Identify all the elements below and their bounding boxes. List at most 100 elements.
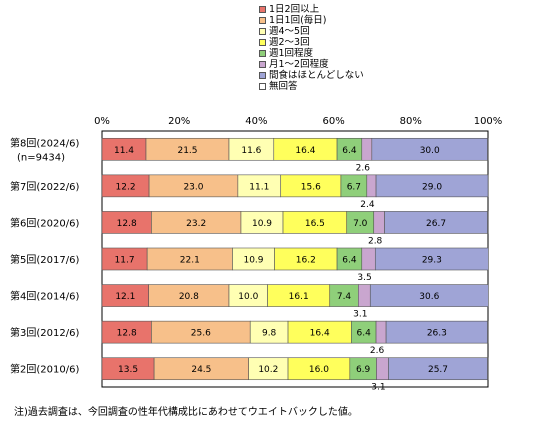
legend-label: 無回答 — [269, 81, 298, 92]
data-label: 22.1 — [180, 256, 200, 266]
data-label: 26.7 — [426, 219, 446, 229]
data-label: 30.0 — [420, 146, 440, 156]
legend-label: 間食はほとんどしない — [269, 70, 364, 81]
legend-swatch — [259, 72, 266, 79]
x-tick-label: 20% — [168, 116, 190, 127]
data-label: 16.5 — [305, 219, 325, 229]
bar-segment — [373, 211, 385, 234]
legend-swatch — [259, 61, 266, 68]
category-label: 第8回(2024/6) — [10, 136, 79, 149]
data-label: 10.0 — [238, 292, 258, 302]
data-label: 12.1 — [115, 292, 135, 302]
data-label: 25.7 — [428, 365, 448, 375]
legend-label: 1日2回以上 — [269, 4, 320, 15]
data-label: 2.8 — [368, 236, 383, 246]
category-label: 第5回(2017/6) — [10, 253, 79, 266]
data-label: 2.4 — [360, 200, 375, 210]
data-label: 12.8 — [117, 329, 137, 339]
legend-item: 週4～5回 — [259, 26, 364, 37]
x-tick-label: 40% — [245, 116, 267, 127]
legend-swatch — [259, 28, 266, 35]
data-label: 16.0 — [309, 365, 329, 375]
data-label: 26.3 — [427, 329, 447, 339]
data-label: 21.5 — [177, 146, 197, 156]
bar-segment — [375, 320, 387, 344]
legend-swatch — [259, 83, 266, 90]
data-label: 13.5 — [118, 365, 138, 375]
data-label: 9.8 — [262, 329, 277, 339]
bar-segment — [374, 247, 489, 271]
category-sublabel: (n=9434) — [17, 152, 65, 163]
bar-segment — [358, 284, 371, 307]
legend-label: 週2～3回 — [269, 37, 310, 48]
legend-item: 間食はほとんどしない — [259, 70, 364, 81]
category-label: 第7回(2022/6) — [10, 180, 79, 193]
legend-swatch — [259, 50, 266, 57]
data-label: 23.2 — [186, 219, 206, 229]
legend-label: 週4～5回 — [269, 26, 310, 37]
data-label: 12.2 — [116, 182, 136, 192]
data-label: 6.4 — [357, 329, 372, 339]
data-label: 7.0 — [353, 219, 368, 229]
bar-segment — [361, 137, 373, 161]
data-label: 10.2 — [258, 365, 278, 375]
category-label: 第3回(2012/6) — [10, 326, 79, 339]
data-label: 20.8 — [179, 292, 199, 302]
legend-item: 月1～2回程度 — [259, 59, 364, 70]
data-label: 3.1 — [353, 310, 367, 320]
data-label: 3.5 — [357, 273, 371, 283]
data-label: 16.1 — [289, 292, 309, 302]
legend-label: 月1～2回程度 — [269, 59, 329, 70]
data-label: 29.3 — [422, 256, 442, 266]
data-label: 12.8 — [117, 219, 137, 229]
footnote: 注)過去調査は、今回調査の性年代構成比にあわせてウエイトバックした値。 — [14, 407, 358, 418]
data-label: 3.1 — [371, 383, 385, 393]
data-label: 2.6 — [370, 346, 385, 356]
data-label: 15.6 — [301, 182, 321, 192]
data-label: 6.9 — [356, 365, 371, 375]
data-label: 6.4 — [342, 256, 357, 266]
data-label: 6.7 — [347, 182, 361, 192]
data-label: 11.1 — [249, 182, 269, 192]
data-label: 7.4 — [337, 292, 352, 302]
data-label: 30.6 — [419, 292, 439, 302]
data-label: 11.6 — [241, 146, 261, 156]
data-label: 10.9 — [252, 219, 272, 229]
legend-item: 1日1回(毎日) — [259, 15, 364, 26]
legend-label: 1日1回(毎日) — [269, 15, 327, 26]
data-label: 24.5 — [191, 365, 211, 375]
category-label: 第2回(2010/6) — [10, 363, 79, 376]
data-label: 16.4 — [295, 146, 315, 156]
x-tick-label: 100% — [474, 116, 503, 127]
data-label: 25.6 — [191, 329, 211, 339]
bar-segment — [375, 174, 489, 198]
data-label: 16.4 — [310, 329, 330, 339]
legend-swatch — [259, 17, 266, 24]
x-tick-label: 80% — [400, 116, 422, 127]
chart-legend: 1日2回以上 1日1回(毎日) 週4～5回 週2～3回 週1回程度 月1～2回程度 間食はほ… — [259, 4, 364, 92]
data-label: 2.6 — [356, 163, 371, 173]
legend-item: 週2～3回 — [259, 37, 364, 48]
data-label: 6.4 — [342, 146, 357, 156]
legend-item: 1日2回以上 — [259, 4, 364, 15]
category-label: 第4回(2014/6) — [10, 290, 79, 303]
bar-segment — [366, 174, 377, 198]
legend-item: 無回答 — [259, 81, 364, 92]
bar-segment — [361, 247, 376, 271]
data-label: 29.0 — [422, 182, 442, 192]
x-tick-label: 0% — [94, 116, 110, 127]
legend-swatch — [259, 6, 266, 13]
data-label: 10.9 — [243, 256, 263, 266]
legend-item: 週1回程度 — [259, 48, 364, 59]
x-tick-label: 60% — [322, 116, 344, 127]
data-label: 16.2 — [296, 256, 316, 266]
legend-swatch — [259, 39, 266, 46]
data-label: 23.0 — [183, 182, 203, 192]
bar-segment — [369, 284, 489, 307]
legend-label: 週1回程度 — [269, 48, 314, 59]
category-label: 第6回(2020/6) — [10, 216, 79, 229]
bar-segment — [376, 357, 389, 381]
data-label: 11.4 — [114, 146, 134, 156]
data-label: 11.7 — [115, 256, 135, 266]
